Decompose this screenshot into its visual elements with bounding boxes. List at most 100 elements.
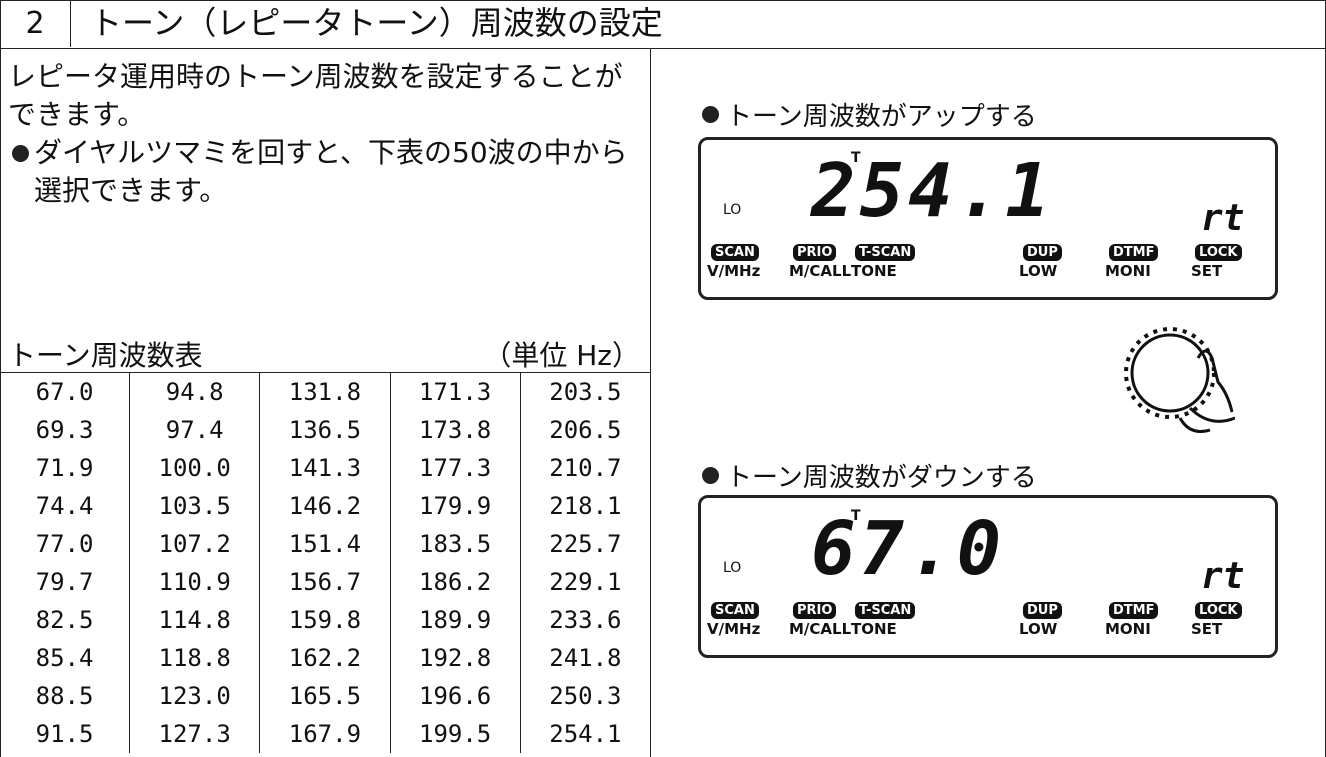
low-mark: LO [723,560,742,576]
low-mark: LO [723,202,742,218]
indicator-label: MONI [1105,620,1151,638]
table-cell: 177.3 [389,449,521,487]
display-caption: トーン周波数がダウンする [700,457,1037,494]
table-cell: 210.7 [519,449,650,487]
table-cell: 69.3 [35,416,94,444]
table-cell: 136.5 [259,411,391,449]
table-cell: 167.9 [259,715,391,753]
table-cell: 107.2 [129,525,260,563]
indicator-badge: DTMF [1109,602,1159,619]
table-cell: 131.8 [259,372,391,411]
table-cell: 241.8 [519,639,650,677]
table-unit: （単位 Hz） [483,339,640,372]
table-cell: 206.5 [519,411,650,449]
frequency-readout: 254.1 [811,148,1054,234]
indicator-label: TONE [851,620,897,638]
table-cell: 118.8 [129,639,260,677]
table-row: 88.5 123.0 165.5 196.6 250.3 [0,677,650,715]
table-cell: 88.5 [35,682,94,710]
table-cell: 225.7 [519,525,650,563]
table-row: 85.4 118.8 162.2 192.8 241.8 [0,639,650,677]
table-cell: 151.4 [259,525,391,563]
table-cell: 91.5 [35,720,94,748]
table-cell: 67.0 [35,378,94,406]
table-cell: 196.6 [389,677,521,715]
indicator-badge: PRIO [793,244,837,261]
table-cell: 123.0 [129,677,260,715]
tone-mark: T [851,150,861,166]
table-cell: 82.5 [35,606,94,634]
indicator-label: V/MHz [707,262,761,280]
table-cell: 229.1 [519,563,650,601]
indicator-label: V/MHz [707,620,761,638]
section-title: トーン（レピータトーン）周波数の設定 [90,4,663,42]
table-cell: 183.5 [389,525,521,563]
display-caption: トーン周波数がアップする [700,96,1037,133]
frequency-readout: 67.0 [811,506,1006,592]
table-row: 82.5 114.8 159.8 189.9 233.6 [0,601,650,639]
table-cell: 171.3 [389,372,521,411]
mode-mark: rt [1201,198,1245,239]
table-cell: 77.0 [35,530,94,558]
table-cell: 103.5 [129,487,260,525]
caption-text: トーン周波数がアップする [726,102,1037,132]
indicator-label: M/CALL [789,620,852,638]
lcd-display: T LO 254.1 rt SCAN V/MHz PRIO M/CALL T-SCAN TONE D… [698,137,1278,300]
table-cell: 233.6 [519,601,650,639]
indicator-label: SET [1191,620,1223,638]
table-cell: 94.8 [129,372,260,411]
table-cell: 74.4 [35,492,94,520]
table-caption: トーン周波数表 [8,339,203,372]
table-cell: 218.1 [519,487,650,525]
table-row: 91.5 127.3 167.9 199.5 254.1 [0,715,650,753]
indicator-badge: LOCK [1195,244,1242,261]
indicator-label: M/CALL [789,262,852,280]
table-cell: 173.8 [389,411,521,449]
table-cell: 100.0 [129,449,260,487]
table-row: 71.9 100.0 141.3 177.3 210.7 [0,449,650,487]
table-cell: 97.4 [129,411,260,449]
indicator-badge: T-SCAN [855,602,916,619]
indicator-label: TONE [851,262,897,280]
bullet-text: ダイヤルツマミを回すと、下表の50波の中から選択できます。 [34,136,628,207]
table-cell: 110.9 [129,563,260,601]
bullet [702,106,719,123]
table-cell: 146.2 [259,487,391,525]
table-cell: 156.7 [259,563,391,601]
table-cell: 159.8 [259,601,391,639]
tone-table: 67.0 94.8 131.8 171.3 203.5 69.3 97.4 136.5 173.… [0,372,650,753]
table-cell: 127.3 [129,715,260,753]
indicator-label: SET [1191,262,1223,280]
table-cell: 199.5 [389,715,521,753]
table-row: 77.0 107.2 151.4 183.5 225.7 [0,525,650,563]
tone-mark: T [851,508,861,524]
table-row: 67.0 94.8 131.8 171.3 203.5 [0,372,650,411]
table-cell: 203.5 [519,372,650,411]
dial-icon [1124,327,1235,433]
table-row: 69.3 97.4 136.5 173.8 206.5 [0,411,650,449]
table-cell: 254.1 [519,715,650,753]
indicator-label: LOW [1019,262,1058,280]
intro-text: レピータ運用時のトーン周波数を設定することができます。 [8,60,623,131]
table-cell: 179.9 [389,487,521,525]
divider [650,48,651,757]
indicator-label: MONI [1105,262,1151,280]
table-cell: 189.9 [389,601,521,639]
table-cell: 250.3 [519,677,650,715]
indicator-badge: DTMF [1109,244,1159,261]
table-cell: 186.2 [389,563,521,601]
table-cell: 165.5 [259,677,391,715]
indicator-badge: DUP [1023,244,1062,261]
table-row: 74.4 103.5 146.2 179.9 218.1 [0,487,650,525]
table-row: 79.7 110.9 156.7 186.2 229.1 [0,563,650,601]
bullet-item: ダイヤルツマミを回すと、下表の50波の中から選択できます。 [8,134,644,210]
indicator-badge: DUP [1023,602,1062,619]
lcd-display: T LO 67.0 rt SCAN V/MHz PRIO M/CALL T-SCAN TONE DU… [698,495,1278,658]
table-cell: 85.4 [35,644,94,672]
section-number: 2 [0,0,71,47]
table-cell: 79.7 [35,568,94,596]
mode-mark: rt [1201,556,1245,597]
table-cell: 141.3 [259,449,391,487]
